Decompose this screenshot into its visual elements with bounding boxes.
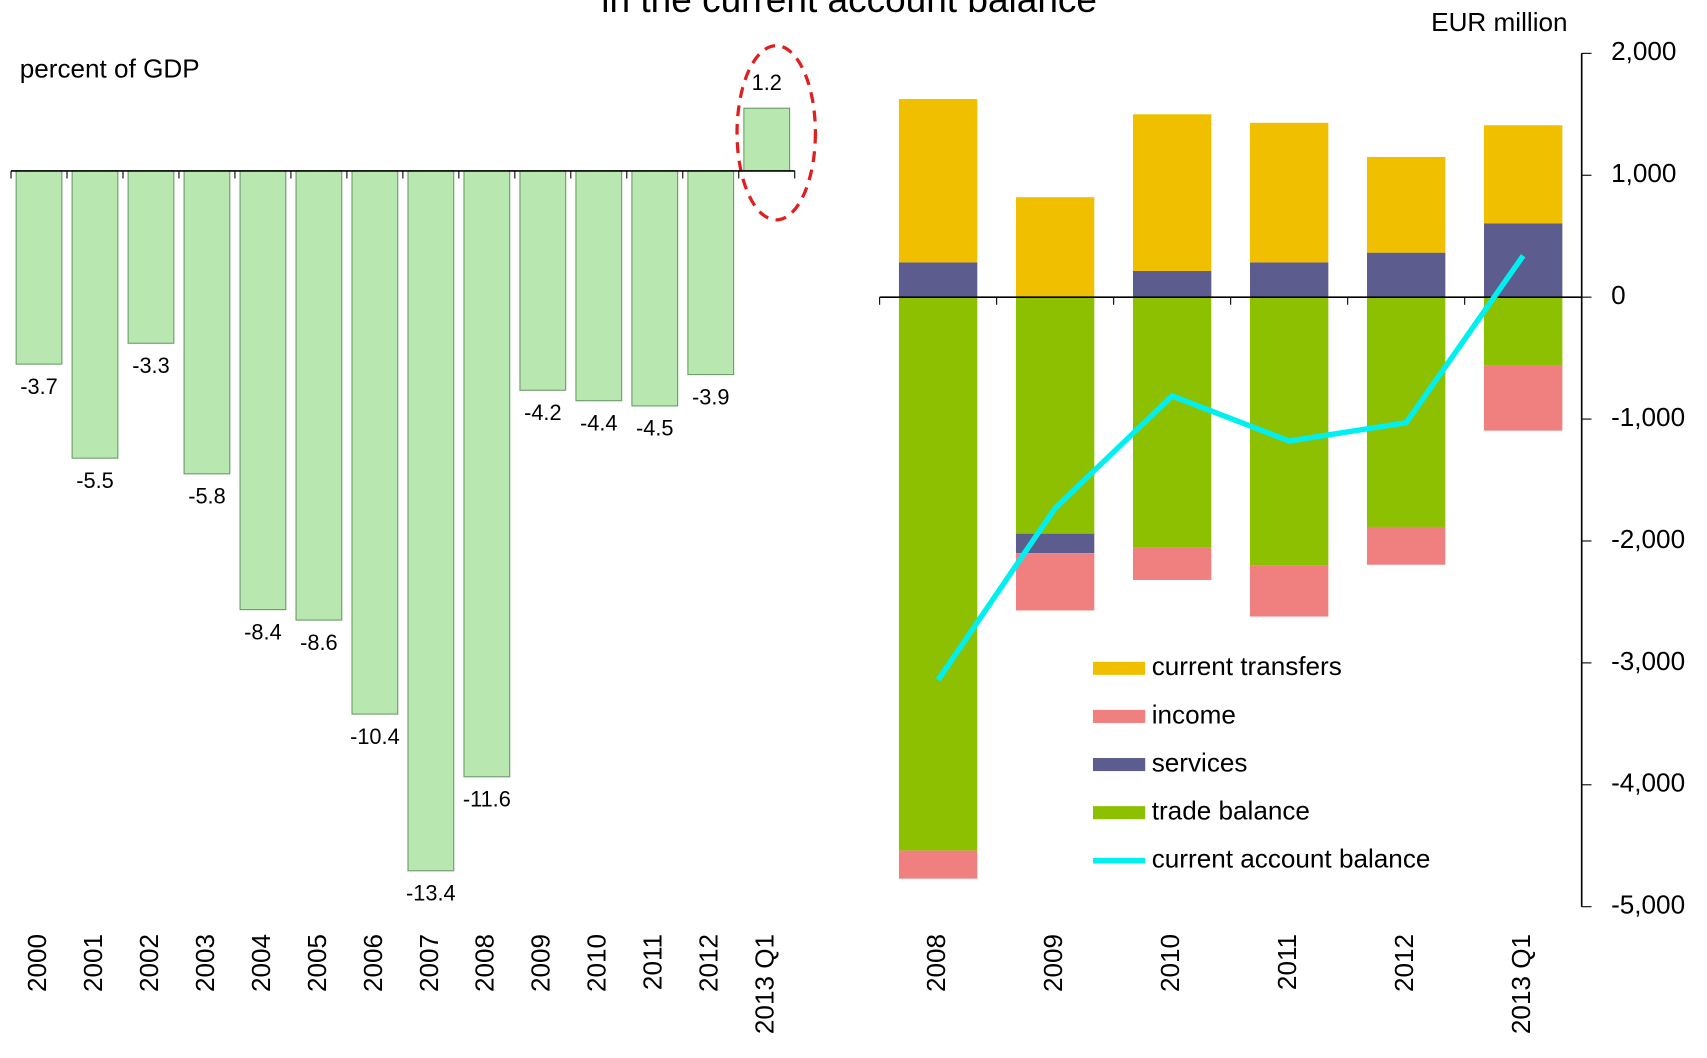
legend-label: current account balance — [1152, 844, 1431, 874]
x-tick-label: 2002 — [134, 934, 164, 992]
value-label: -8.6 — [300, 630, 337, 655]
y-axis-label: percent of GDP — [20, 54, 200, 84]
bar-segment — [1132, 114, 1212, 271]
bar-segment — [1484, 297, 1563, 366]
value-label: -4.4 — [580, 410, 617, 435]
bar-segment — [898, 99, 978, 263]
legend-label: services — [1152, 747, 1248, 777]
x-tick-label: 2010 — [582, 934, 612, 992]
y-tick-label: -5,000 — [1611, 890, 1685, 920]
value-label: -3.9 — [692, 384, 729, 409]
bar — [631, 170, 679, 407]
value-label: -4.5 — [636, 416, 673, 441]
bar-segment — [1366, 252, 1446, 298]
bar-segment — [1484, 365, 1563, 431]
value-label: -11.6 — [463, 786, 511, 811]
y-tick-label: -1,000 — [1611, 402, 1685, 432]
value-label: 1.2 — [752, 70, 782, 95]
legend-swatch — [1092, 709, 1146, 723]
bar — [239, 170, 287, 611]
bar-segment — [898, 297, 978, 851]
bar — [71, 170, 119, 459]
value-label: -5.5 — [76, 468, 113, 493]
y-tick-label: -2,000 — [1611, 524, 1685, 554]
bar-segment — [1132, 547, 1212, 580]
bar-segment — [1015, 197, 1095, 298]
x-tick-label: 2007 — [414, 934, 444, 992]
bar — [519, 170, 567, 391]
bar — [687, 170, 735, 376]
bar-segment — [1249, 122, 1329, 263]
x-tick-label: 2013 Q1 — [1506, 934, 1536, 1034]
bar-segment — [898, 262, 978, 298]
value-label: -4.2 — [524, 400, 561, 425]
bar — [183, 170, 231, 475]
x-tick-label: 2008 — [470, 934, 500, 992]
value-label: -3.7 — [20, 374, 57, 399]
value-label: -8.4 — [244, 619, 281, 644]
x-tick-label: 2011 — [638, 934, 668, 990]
value-label: -10.4 — [350, 724, 400, 749]
legend-swatch — [1092, 661, 1146, 675]
bar-segment — [1366, 297, 1446, 527]
chart-title: in the current account balance — [601, 0, 1097, 20]
bar-segment — [1366, 526, 1446, 565]
y-axis-label: EUR million — [1431, 7, 1567, 37]
x-tick-label: 2012 — [694, 934, 724, 992]
bar — [295, 170, 343, 621]
bar — [127, 170, 175, 344]
x-tick-label: 2001 — [78, 934, 108, 992]
x-tick-label: 2004 — [246, 934, 276, 992]
y-tick-label: -3,000 — [1611, 646, 1685, 676]
x-tick-label: 2010 — [1155, 934, 1185, 992]
bar-segment — [898, 850, 978, 879]
bar — [407, 170, 455, 872]
value-label: -13.4 — [406, 880, 456, 905]
bar — [15, 170, 63, 365]
bar — [463, 170, 511, 778]
x-tick-label: 2009 — [1038, 934, 1068, 992]
legend-swatch — [1092, 806, 1146, 820]
bar-segment — [1249, 262, 1329, 298]
x-tick-label: 2009 — [526, 934, 556, 992]
value-label: -3.3 — [132, 353, 169, 378]
legend-label: trade balance — [1152, 796, 1310, 826]
y-tick-label: 0 — [1611, 280, 1626, 310]
bar — [575, 170, 623, 402]
line-series — [935, 254, 1526, 682]
value-label: -5.8 — [188, 484, 225, 509]
bar-segment — [1366, 156, 1446, 253]
bar-segment — [1015, 297, 1095, 534]
y-tick-label: 2,000 — [1611, 36, 1676, 66]
bar-segment — [1484, 125, 1563, 224]
y-tick-label: 1,000 — [1611, 158, 1676, 188]
legend-swatch — [1092, 758, 1146, 772]
y-tick-label: -4,000 — [1611, 768, 1685, 798]
x-tick-label: 2005 — [302, 934, 332, 992]
bar — [743, 107, 791, 172]
x-tick-label: 2008 — [921, 934, 951, 992]
bar-segment — [1015, 553, 1095, 611]
x-tick-label: 2000 — [22, 934, 52, 992]
x-tick-label: 2013 Q1 — [750, 934, 780, 1034]
legend-label: current transfers — [1152, 651, 1342, 681]
highlight-ellipse — [735, 44, 818, 222]
x-tick-label: 2012 — [1389, 934, 1419, 992]
bar-segment — [1132, 270, 1212, 298]
x-tick-label: 2003 — [190, 934, 220, 992]
legend-label: income — [1152, 699, 1236, 729]
x-tick-label: 2011 — [1272, 934, 1302, 990]
x-tick-label: 2006 — [358, 934, 388, 992]
bar-segment — [1249, 565, 1329, 617]
bar — [351, 170, 399, 715]
